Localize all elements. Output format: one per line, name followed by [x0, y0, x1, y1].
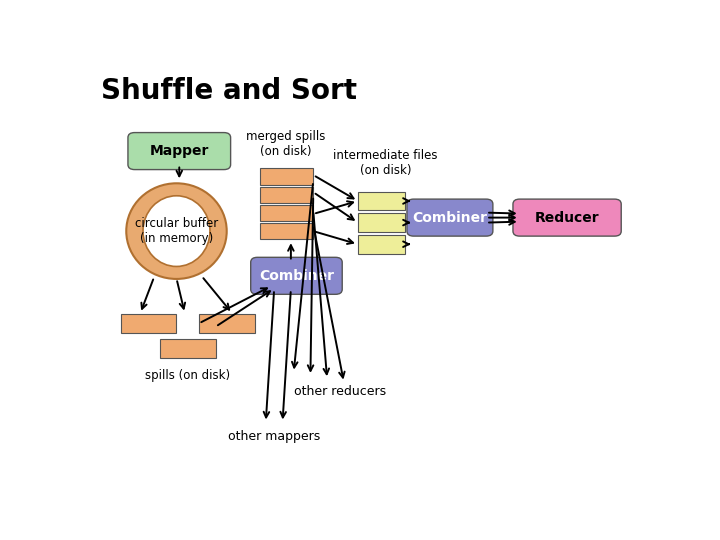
Ellipse shape: [126, 183, 227, 279]
Bar: [260, 205, 313, 221]
Bar: [199, 314, 255, 333]
Text: merged spills
(on disk): merged spills (on disk): [246, 130, 325, 158]
FancyBboxPatch shape: [251, 258, 342, 294]
Bar: [260, 186, 313, 203]
Text: Combiner: Combiner: [413, 211, 487, 225]
Text: other reducers: other reducers: [294, 384, 386, 397]
Bar: [358, 213, 405, 232]
Text: other mappers: other mappers: [228, 430, 320, 443]
Bar: [260, 223, 313, 239]
Bar: [260, 168, 313, 185]
Bar: [121, 314, 176, 333]
Text: Shuffle and Sort: Shuffle and Sort: [101, 77, 357, 105]
Ellipse shape: [143, 196, 210, 266]
Text: circular buffer
(in memory): circular buffer (in memory): [135, 217, 218, 245]
Bar: [358, 192, 405, 210]
FancyBboxPatch shape: [513, 199, 621, 236]
Text: intermediate files
(on disk): intermediate files (on disk): [333, 149, 438, 177]
Text: Mapper: Mapper: [150, 144, 209, 158]
FancyBboxPatch shape: [407, 199, 493, 236]
Text: Reducer: Reducer: [535, 211, 600, 225]
Text: Combiner: Combiner: [259, 269, 334, 283]
FancyBboxPatch shape: [128, 133, 230, 170]
Bar: [358, 235, 405, 254]
Bar: [160, 339, 215, 358]
Text: spills (on disk): spills (on disk): [145, 369, 230, 382]
